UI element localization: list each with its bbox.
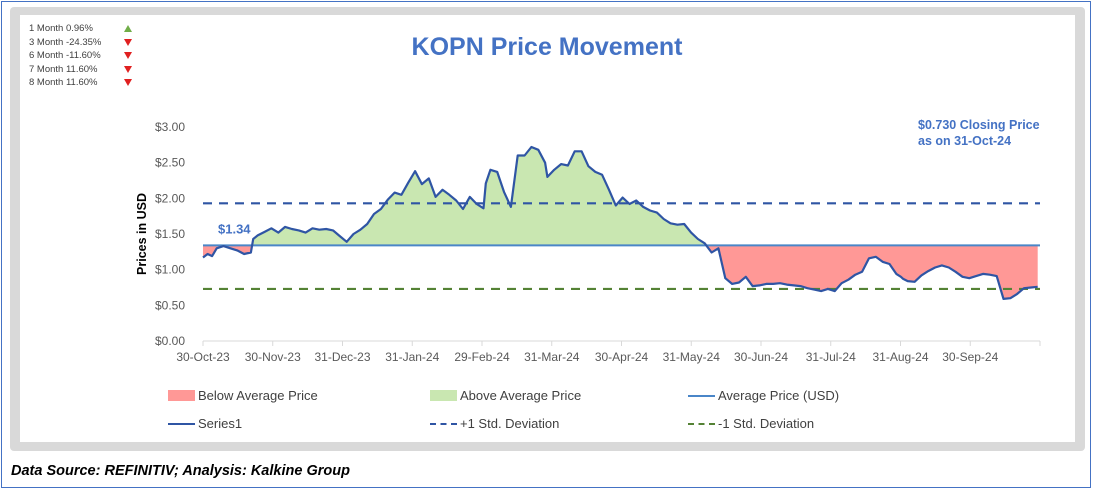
x-tick-label: 30-Apr-24: [595, 350, 649, 364]
plus-sd-swatch: [430, 422, 457, 425]
y-tick-label: $0.00: [155, 334, 185, 348]
legend-item-below-average: Below Average Price: [168, 388, 318, 403]
above-average-swatch: [430, 390, 457, 401]
x-tick-label: 30-Nov-23: [245, 350, 301, 364]
chart-title: KOPN Price Movement: [411, 33, 683, 61]
closing-price-note: $0.730 Closing Price as on 31-Oct-24: [918, 117, 1040, 149]
performance-list: 1 Month 0.96% 3 Month -24.35% 6 Month -1…: [29, 22, 132, 90]
average-price-swatch: [688, 394, 715, 397]
legend-item-plus-sd: +1 Std. Deviation: [430, 416, 559, 431]
y-tick-label: $1.50: [155, 227, 185, 241]
x-tick-label: 31-Aug-24: [872, 350, 928, 364]
performance-label: 1 Month 0.96%: [29, 23, 93, 35]
x-tick-label: 31-Mar-24: [524, 350, 580, 364]
y-axis-label: Prices in USD: [135, 193, 149, 275]
x-tick-label: 30-Sep-24: [942, 350, 998, 364]
x-tick-label: 31-May-24: [663, 350, 721, 364]
minus-sd-swatch: [688, 422, 715, 425]
x-tick-label: 31-Dec-23: [314, 350, 370, 364]
triangle-down-icon: [124, 79, 132, 87]
performance-label: 6 Month -11.60%: [29, 50, 101, 62]
legend-label: +1 Std. Deviation: [460, 416, 560, 431]
triangle-down-icon: [124, 65, 132, 73]
legend-label: Series1: [198, 416, 243, 431]
y-axis-ticks: $0.00 $0.50 $1.00 $1.50 $2.00 $2.50 $3.00: [155, 120, 185, 348]
above-average-area: [203, 147, 1038, 246]
performance-label: 8 Month 11.60%: [29, 77, 98, 89]
performance-row-7m: 7 Month 11.60%: [29, 63, 132, 77]
x-tick-label: 29-Feb-24: [454, 350, 510, 364]
legend-item-average-price: Average Price (USD): [688, 388, 839, 403]
y-tick-label: $0.50: [155, 298, 185, 312]
y-tick-label: $2.00: [155, 191, 185, 205]
performance-row-6m: 6 Month -11.60%: [29, 49, 132, 63]
legend-label: Below Average Price: [198, 388, 318, 403]
legend-label: -1 Std. Deviation: [718, 416, 815, 431]
legend-item-series1: Series1: [168, 416, 242, 431]
triangle-down-icon: [124, 38, 132, 46]
legend-label: Average Price (USD): [718, 388, 840, 403]
performance-row-1m: 1 Month 0.96%: [29, 22, 132, 36]
below-average-area: [203, 245, 1038, 299]
price-series-line: [202, 145, 1038, 300]
y-tick-label: $2.50: [155, 156, 185, 170]
data-source-note: Data Source: REFINITIV; Analysis: Kalkin…: [11, 463, 350, 479]
closing-price-line1: $0.730 Closing Price: [918, 118, 1040, 132]
performance-row-8m: 8 Month 11.60%: [29, 76, 132, 90]
x-axis-ticks: 30-Oct-23 30-Nov-23 31-Dec-23 31-Jan-24 29-F…: [176, 341, 1041, 364]
performance-row-3m: 3 Month -24.35%: [29, 36, 132, 50]
x-tick-label: 31-Jul-24: [806, 350, 856, 364]
x-tick-label: 30-Oct-23: [176, 350, 230, 364]
y-tick-label: $3.00: [155, 120, 185, 134]
x-tick-label: 31-Jan-24: [385, 350, 439, 364]
closing-price-line2: as on 31-Oct-24: [918, 134, 1012, 148]
triangle-down-icon: [124, 52, 132, 60]
x-tick-label: 30-Jun-24: [734, 350, 788, 364]
triangle-up-icon: [124, 25, 132, 33]
average-price-label: $1.34: [218, 221, 251, 236]
y-tick-label: $1.00: [155, 263, 185, 277]
legend-item-minus-sd: -1 Std. Deviation: [688, 416, 814, 431]
below-average-swatch: [168, 390, 195, 401]
series1-swatch: [168, 422, 195, 425]
legend-item-above-average: Above Average Price: [430, 388, 581, 403]
legend-label: Above Average Price: [460, 388, 582, 403]
performance-label: 7 Month 11.60%: [29, 63, 98, 75]
performance-label: 3 Month -24.35%: [29, 36, 102, 48]
